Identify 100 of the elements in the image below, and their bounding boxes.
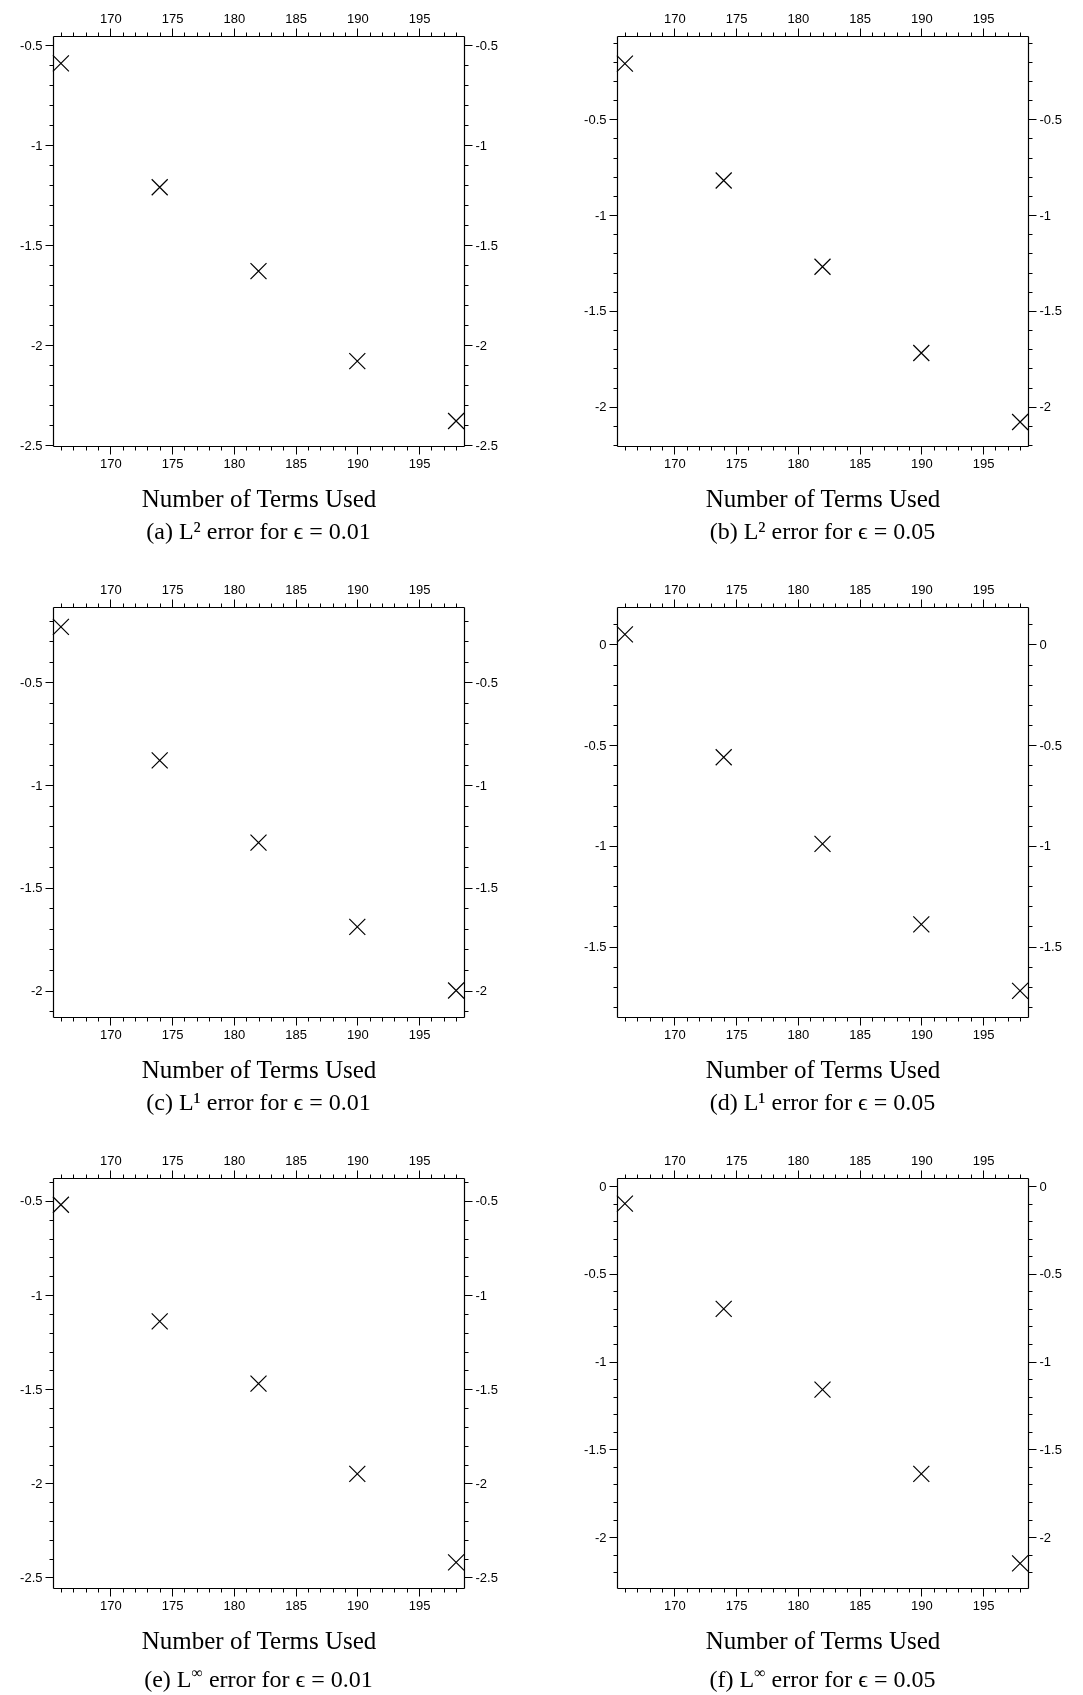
y2-tick-label: -2: [475, 983, 488, 998]
x2-tick-label: 175: [161, 10, 184, 26]
x2-tick-label: 195: [972, 10, 995, 26]
x2-tick-label: 195: [408, 10, 431, 26]
x2-tick-label: 195: [408, 581, 431, 597]
x-tick-label: 170: [99, 1026, 122, 1042]
x-axis-title: Number of Terms Used: [141, 484, 377, 512]
x2-tick-label: 180: [787, 581, 810, 597]
x2-tick-label: 170: [99, 1152, 122, 1168]
x-axis-title: Number of Terms Used: [705, 1055, 941, 1083]
x2-tick-label: 185: [285, 581, 307, 597]
x2-tick-label: 190: [910, 581, 933, 597]
x-axis-title: Number of Terms Used: [141, 1055, 377, 1083]
y-tick-label: -1: [30, 777, 43, 793]
y-tick-label: -0.5: [20, 1193, 43, 1209]
text: (b) L² error for ϵ = 0.05: [708, 517, 937, 546]
x-tick-label: 195: [408, 1597, 431, 1613]
y-tick-label: -0.5: [20, 674, 43, 690]
point: [52, 54, 70, 72]
point: [715, 171, 733, 190]
text: (c) L¹ error for ϵ = 0.01: [145, 1088, 372, 1117]
y-tick-label: -1: [594, 838, 607, 854]
x2-tick-label: 170: [663, 581, 686, 597]
x2-tick-label: 170: [663, 1152, 686, 1168]
y2-tick-label: -0.5: [1039, 1266, 1062, 1282]
y2-tick-label: -0.5: [475, 37, 498, 53]
point: [151, 1312, 169, 1331]
text: (f) L$^{∞}$ error for ϵ = 0.05: [708, 1663, 937, 1694]
x2-tick-label: 175: [725, 581, 748, 597]
y-tick-label: -2.5: [20, 1569, 43, 1585]
x-tick-label: 185: [285, 455, 307, 471]
point: [912, 915, 930, 933]
point: [151, 751, 169, 770]
x-axis-title: Number of Terms Used: [705, 1626, 941, 1654]
y2-tick-label: -1.5: [475, 880, 498, 896]
x-tick-label: 175: [725, 455, 748, 471]
point: [249, 262, 268, 280]
x2-tick-label: 180: [223, 10, 246, 26]
y2-tick-label: 0: [1039, 636, 1047, 652]
point: [447, 412, 465, 430]
y2-tick-label: -1.5: [475, 1381, 498, 1397]
x-tick-label: 195: [408, 455, 431, 471]
x2-tick-label: 190: [346, 10, 369, 26]
x-tick-label: 190: [910, 1597, 933, 1613]
x2-tick-label: 180: [223, 581, 246, 597]
y-tick-label: -2: [30, 1475, 43, 1491]
x2-tick-label: 195: [408, 1152, 431, 1168]
x-tick-label: 175: [725, 1597, 748, 1613]
point: [447, 981, 465, 1000]
x2-tick-label: 190: [346, 581, 369, 597]
point: [1011, 982, 1029, 1000]
x2-tick-label: 185: [849, 1152, 871, 1168]
y-tick-label: 0: [599, 636, 607, 652]
text: (d) L¹ error for ϵ = 0.05: [708, 1088, 937, 1117]
x2-tick-label: 175: [725, 10, 748, 26]
x-tick-label: 180: [787, 1026, 810, 1042]
point: [348, 352, 366, 370]
y2-tick-label: 0: [1039, 1178, 1047, 1194]
x-tick-label: 185: [285, 1597, 307, 1613]
point: [616, 625, 634, 643]
x-tick-label: 190: [346, 1026, 369, 1042]
x-tick-label: 180: [223, 1026, 246, 1042]
point: [1011, 1554, 1029, 1573]
x2-tick-label: 185: [285, 10, 307, 26]
x2-tick-label: 180: [223, 1152, 246, 1168]
y-tick-label: -2: [594, 399, 607, 415]
point: [813, 835, 832, 853]
y2-tick-label: -2: [475, 1475, 488, 1491]
x-tick-label: 175: [161, 1597, 184, 1613]
x-tick-label: 195: [972, 1026, 995, 1042]
x2-tick-label: 175: [725, 1152, 748, 1168]
x2-tick-label: 180: [787, 1152, 810, 1168]
x2-tick-label: 190: [910, 10, 933, 26]
x-tick-label: 190: [910, 455, 933, 471]
x-tick-label: 170: [99, 455, 122, 471]
point: [616, 55, 634, 73]
y-tick-label: -1.5: [20, 237, 43, 253]
point: [52, 618, 70, 636]
x-tick-label: 185: [849, 1026, 871, 1042]
x-tick-label: 190: [910, 1026, 933, 1042]
x-tick-label: 175: [161, 1026, 184, 1042]
x2-tick-label: 175: [161, 1152, 184, 1168]
x-tick-label: 175: [725, 1026, 748, 1042]
x2-tick-label: 170: [99, 10, 122, 26]
x-tick-label: 180: [787, 455, 810, 471]
y-tick-label: -0.5: [584, 737, 607, 753]
y-tick-label: -1: [30, 1287, 43, 1303]
point: [348, 918, 366, 936]
y2-tick-label: -2: [1039, 399, 1052, 415]
y2-tick-label: -1: [475, 777, 488, 793]
point: [616, 1195, 634, 1213]
x2-tick-label: 185: [285, 1152, 307, 1168]
y2-tick-label: -1: [1039, 1354, 1052, 1370]
text: (a) L² error for ϵ = 0.01: [145, 517, 372, 546]
point: [715, 1300, 733, 1318]
y-tick-label: -1.5: [584, 303, 607, 319]
x2-tick-label: 185: [849, 10, 871, 26]
point: [249, 834, 268, 852]
point: [715, 748, 733, 766]
y2-tick-label: -1.5: [1039, 303, 1062, 319]
